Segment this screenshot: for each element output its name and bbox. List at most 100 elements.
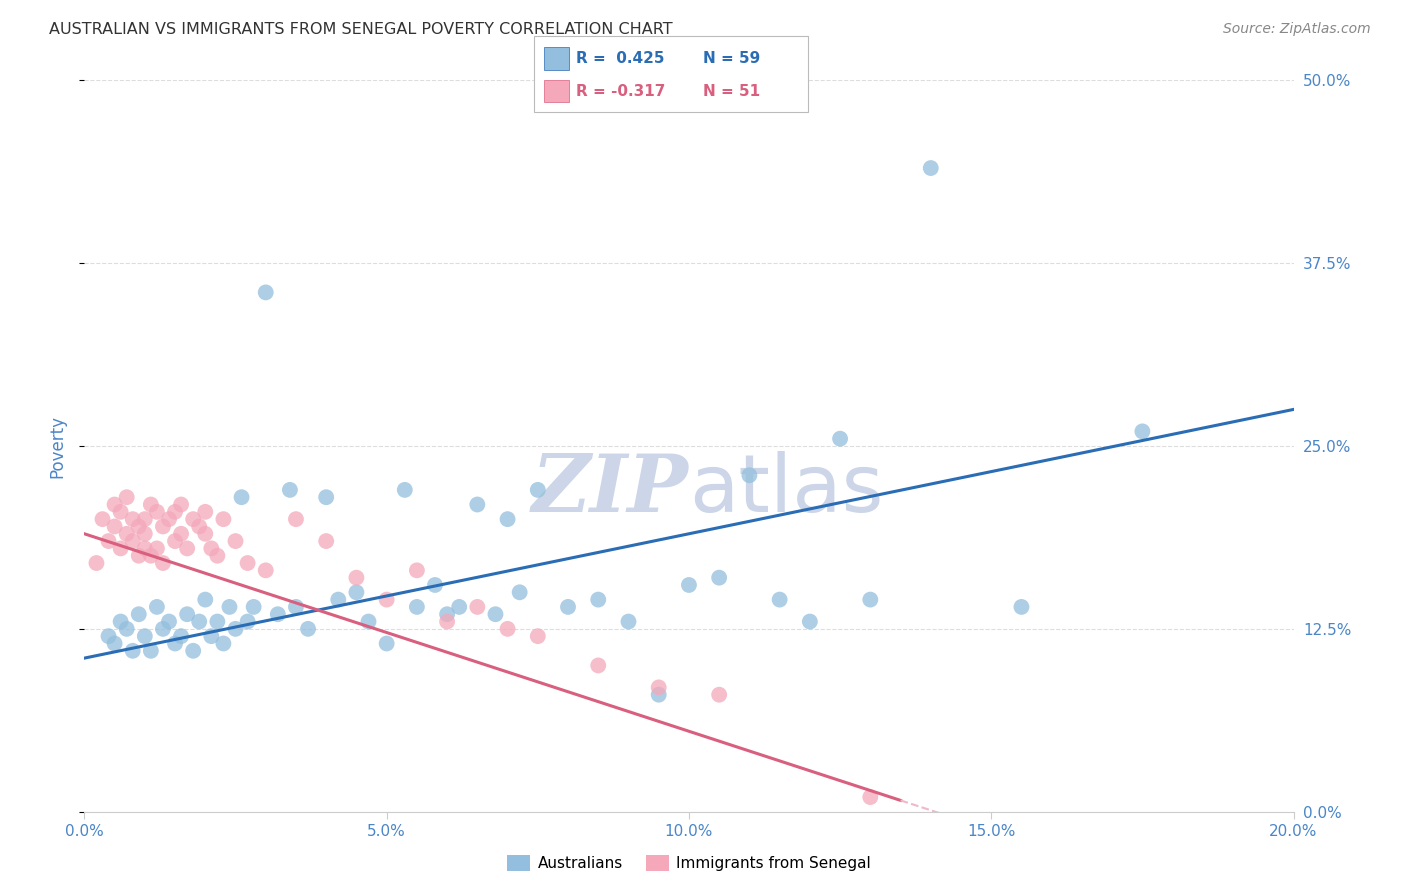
Text: N = 59: N = 59 <box>703 51 761 66</box>
Point <box>121 512 143 526</box>
Point <box>242 599 264 614</box>
Point <box>188 615 211 629</box>
Legend: Australians, Immigrants from Senegal: Australians, Immigrants from Senegal <box>501 849 877 877</box>
Point <box>97 629 120 643</box>
Point <box>139 644 162 658</box>
Point <box>91 512 114 526</box>
Point <box>128 549 150 563</box>
Point <box>231 490 253 504</box>
Point <box>146 599 169 614</box>
Point <box>357 615 380 629</box>
Point <box>375 592 398 607</box>
Point <box>236 615 259 629</box>
Point <box>104 519 127 533</box>
Point <box>165 505 187 519</box>
Point <box>225 534 247 549</box>
Point <box>139 549 162 563</box>
Point <box>648 681 671 695</box>
Point <box>315 534 337 549</box>
Point <box>406 599 429 614</box>
Point <box>194 505 217 519</box>
Point <box>152 622 174 636</box>
Point <box>152 556 174 570</box>
Point <box>315 490 337 504</box>
Point <box>110 541 132 556</box>
Point <box>328 592 350 607</box>
Point <box>254 563 277 577</box>
Point <box>200 629 222 643</box>
Point <box>104 636 127 650</box>
Point <box>799 615 821 629</box>
Point <box>859 592 882 607</box>
Point <box>588 592 610 607</box>
Point <box>165 534 187 549</box>
Point <box>134 526 156 541</box>
Point <box>467 599 489 614</box>
Point <box>267 607 290 622</box>
Point <box>115 526 138 541</box>
Point <box>134 541 156 556</box>
Point <box>188 519 211 533</box>
Point <box>115 490 138 504</box>
Y-axis label: Poverty: Poverty <box>48 415 66 477</box>
Point <box>527 483 550 497</box>
Point <box>212 636 235 650</box>
Point <box>152 519 174 533</box>
Point <box>176 607 198 622</box>
Point <box>449 599 471 614</box>
Text: R =  0.425: R = 0.425 <box>576 51 665 66</box>
Point <box>436 607 458 622</box>
Point <box>225 622 247 636</box>
Point <box>254 285 277 300</box>
Point <box>496 622 519 636</box>
Point <box>218 599 240 614</box>
Point <box>207 615 229 629</box>
Point <box>181 644 204 658</box>
Point <box>394 483 416 497</box>
Point <box>617 615 640 629</box>
Point <box>527 629 550 643</box>
Point <box>236 556 259 570</box>
Point <box>200 541 222 556</box>
Point <box>648 688 671 702</box>
Point <box>157 615 180 629</box>
Point <box>285 512 308 526</box>
Text: ZIP: ZIP <box>531 451 689 529</box>
Point <box>128 519 150 533</box>
Point <box>769 592 792 607</box>
Point <box>194 592 217 607</box>
Point <box>194 526 217 541</box>
Text: atlas: atlas <box>689 450 883 529</box>
Point <box>346 571 368 585</box>
Point <box>375 636 398 650</box>
Point <box>436 615 458 629</box>
Point <box>1132 425 1154 439</box>
Point <box>709 571 731 585</box>
Point <box>830 432 852 446</box>
Point <box>709 688 731 702</box>
Point <box>146 541 169 556</box>
Point <box>165 636 187 650</box>
Point <box>588 658 610 673</box>
Text: N = 51: N = 51 <box>703 84 761 98</box>
Text: AUSTRALIAN VS IMMIGRANTS FROM SENEGAL POVERTY CORRELATION CHART: AUSTRALIAN VS IMMIGRANTS FROM SENEGAL PO… <box>49 22 673 37</box>
Point <box>346 585 368 599</box>
Point <box>97 534 120 549</box>
Point <box>859 790 882 805</box>
Point <box>484 607 506 622</box>
Point <box>678 578 700 592</box>
Point <box>181 512 204 526</box>
Point <box>170 629 193 643</box>
Point <box>285 599 308 614</box>
Point <box>738 468 761 483</box>
Point <box>86 556 108 570</box>
Point <box>121 534 143 549</box>
Point <box>110 615 132 629</box>
Point <box>134 629 156 643</box>
Point <box>557 599 579 614</box>
Point <box>110 505 132 519</box>
Text: Source: ZipAtlas.com: Source: ZipAtlas.com <box>1223 22 1371 37</box>
Point <box>128 607 150 622</box>
Point <box>170 498 193 512</box>
Point <box>406 563 429 577</box>
